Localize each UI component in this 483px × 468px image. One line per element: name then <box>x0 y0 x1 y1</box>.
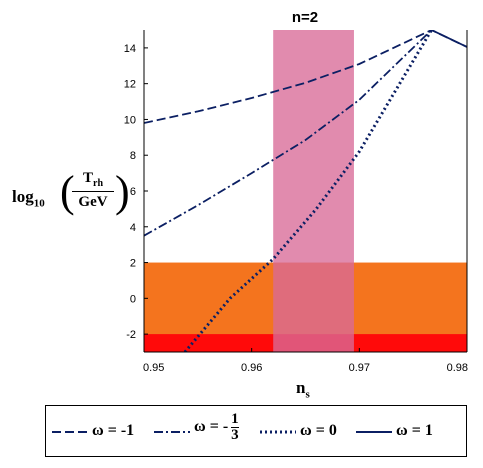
ylabel-numerator-sub: rh <box>93 178 103 189</box>
ylabel-sub: 10 <box>33 197 45 210</box>
x-tick-label: 0.95 <box>143 362 164 374</box>
chart-title: n=2 <box>292 9 318 26</box>
series-line-1 <box>144 30 433 237</box>
x-axis-label: ns <box>296 378 310 400</box>
y-tick-label: 14 <box>124 43 136 55</box>
legend-swatch-dash <box>52 431 88 433</box>
y-tick-label: 2 <box>130 258 136 270</box>
ylabel-prefix: log <box>12 187 34 206</box>
right-paren: ) <box>115 167 130 216</box>
series-line-2 <box>183 30 433 352</box>
legend-frac-den: 3 <box>231 427 239 443</box>
axes: -2 0 2 4 6 8 10 12 14 0.95 0.96 0.97 0.98 <box>124 30 468 374</box>
legend-label: ω = 0 <box>300 422 337 439</box>
ylabel-denominator: GeV <box>78 194 108 210</box>
y-tick-label: 8 <box>130 150 136 162</box>
xlabel-main: n <box>296 378 306 397</box>
y-tick-label: 12 <box>124 79 136 91</box>
ylabel-numerator: T <box>82 170 93 186</box>
legend-label: ω = -1 <box>92 422 135 439</box>
series-line-3 <box>431 30 467 48</box>
x-tick-label: 0.96 <box>241 362 262 374</box>
ylabel-fraction: Trh GeV <box>72 170 114 211</box>
x-tick-label: 0.98 <box>447 362 468 374</box>
chart-canvas: n=2 -2 0 2 4 6 8 10 12 14 0.95 0.96 0.97 0.98 <box>124 9 468 374</box>
y-axis-label: log10 ( Trh GeV ) <box>12 167 130 228</box>
y-tick-label: -2 <box>126 329 136 341</box>
y-tick-label: 6 <box>130 186 136 198</box>
shaded-regions <box>144 30 467 352</box>
y-tick-label: 4 <box>130 222 136 234</box>
series-lines <box>144 30 467 352</box>
series-line-0 <box>144 30 467 124</box>
xlabel-sub: s <box>305 388 310 401</box>
legend-swatch-solid <box>356 431 392 433</box>
legend-swatch-dot <box>260 430 296 434</box>
left-paren: ( <box>60 167 75 216</box>
y-tick-label: 0 <box>130 293 136 305</box>
legend-frac-num: 1 <box>231 411 239 428</box>
legend-label: ω = - <box>194 418 229 436</box>
legend-swatch-dashdot <box>154 431 190 433</box>
legend-label: ω = 1 <box>396 422 433 439</box>
band-2 <box>273 30 354 352</box>
y-tick-label: 10 <box>124 114 136 126</box>
x-tick-label: 0.97 <box>349 362 370 374</box>
